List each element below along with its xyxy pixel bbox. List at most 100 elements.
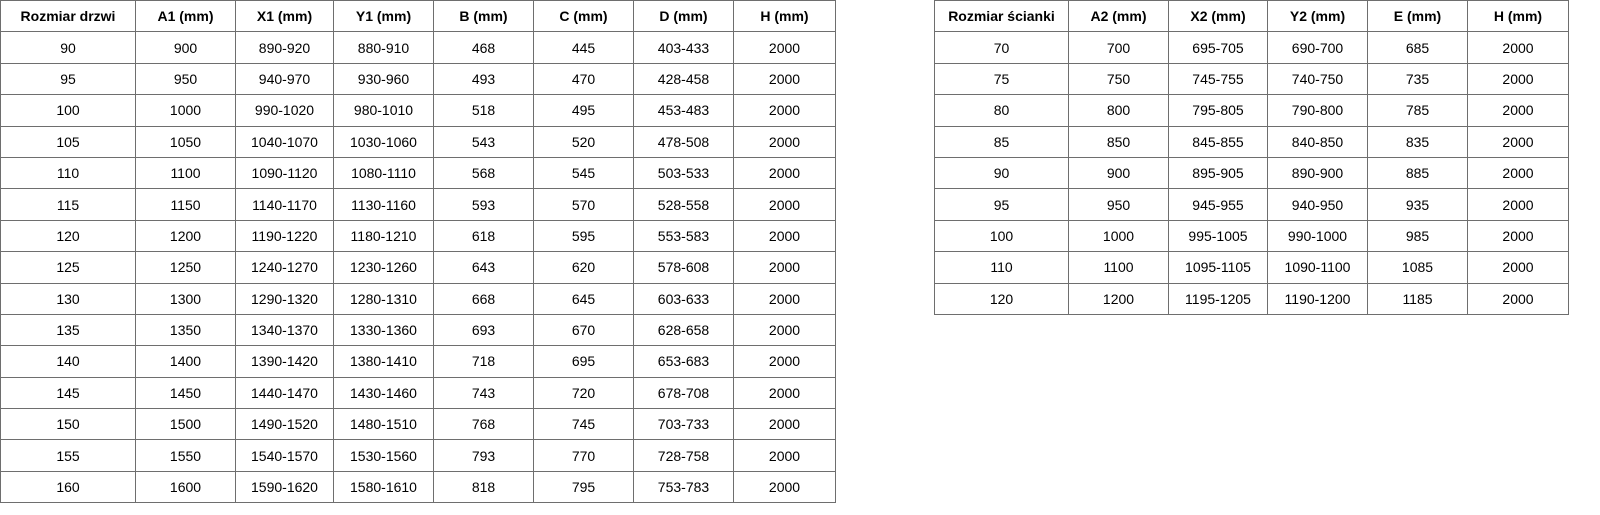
table-cell: 1130-1160 bbox=[333, 188, 434, 221]
table-row: 125 1250 1240-1270 1230-1260 643 620 578-608 20… bbox=[0, 251, 836, 284]
table-cell: 1100 bbox=[135, 156, 236, 190]
table-cell: 120 bbox=[0, 219, 136, 253]
table-cell: 503-533 bbox=[633, 156, 734, 190]
table-cell: 678-708 bbox=[633, 376, 734, 410]
table-cell: 2000 bbox=[733, 282, 836, 315]
table-cell: 90 bbox=[0, 31, 136, 64]
table-cell: 985 bbox=[1367, 219, 1468, 253]
column-header: Rozmiar drzwi bbox=[0, 0, 136, 33]
table-cell: 940-950 bbox=[1267, 188, 1368, 221]
table-cell: 528-558 bbox=[633, 188, 734, 221]
table-row: 95 950 940-970 930-960 493 470 428-458 2000 bbox=[0, 62, 836, 96]
table-cell: 1580-1610 bbox=[333, 470, 434, 504]
table-cell: 880-910 bbox=[333, 31, 434, 64]
table-cell: 845-855 bbox=[1168, 125, 1268, 158]
table-cell: 2000 bbox=[733, 219, 836, 253]
table-cell: 428-458 bbox=[633, 62, 734, 96]
table-cell: 95 bbox=[0, 62, 136, 96]
table-cell: 768 bbox=[433, 408, 534, 441]
table-row: 115 1150 1140-1170 1130-1160 593 570 528-558 20… bbox=[0, 188, 836, 221]
table-cell: 900 bbox=[1068, 156, 1169, 190]
table-cell: 835 bbox=[1367, 125, 1468, 158]
table-cell: 1350 bbox=[135, 313, 236, 347]
table-cell: 2000 bbox=[733, 313, 836, 347]
table-cell: 990-1020 bbox=[235, 94, 334, 127]
table-cell: 695-705 bbox=[1168, 31, 1268, 64]
table-cell: 1280-1310 bbox=[333, 282, 434, 315]
table-cell: 110 bbox=[0, 156, 136, 190]
table-cell: 670 bbox=[533, 313, 634, 347]
table-cell: 1590-1620 bbox=[235, 470, 334, 504]
table-row: 105 1050 1040-1070 1030-1060 543 520 478-508 20… bbox=[0, 125, 836, 158]
wall-size-table: Rozmiar ścianki A2 (mm) X2 (mm) Y2 (mm) E (m… bbox=[934, 0, 1569, 315]
column-header: D (mm) bbox=[633, 0, 734, 33]
table-cell: 785 bbox=[1367, 94, 1468, 127]
table-cell: 700 bbox=[1068, 31, 1169, 64]
table-cell: 900 bbox=[135, 31, 236, 64]
table-cell: 2000 bbox=[1467, 188, 1569, 221]
table-row: 70 700 695-705 690-700 685 2000 bbox=[934, 31, 1569, 64]
table-cell: 885 bbox=[1367, 156, 1468, 190]
column-header: Y1 (mm) bbox=[333, 0, 434, 33]
table-cell: 568 bbox=[433, 156, 534, 190]
table-cell: 518 bbox=[433, 94, 534, 127]
table-header-row: Rozmiar drzwi A1 (mm) X1 (mm) Y1 (mm) B (mm)… bbox=[0, 0, 836, 33]
table-cell: 1185 bbox=[1367, 282, 1468, 315]
table-row: 150 1500 1490-1520 1480-1510 768 745 703-733 20… bbox=[0, 408, 836, 441]
table-cell: 793 bbox=[433, 439, 534, 472]
table-cell: 115 bbox=[0, 188, 136, 221]
table-cell: 1090-1100 bbox=[1267, 251, 1368, 284]
table-cell: 2000 bbox=[733, 408, 836, 441]
column-header: X2 (mm) bbox=[1168, 0, 1268, 33]
table-cell: 1430-1460 bbox=[333, 376, 434, 410]
table-cell: 618 bbox=[433, 219, 534, 253]
table-cell: 85 bbox=[934, 125, 1069, 158]
table-row: 75 750 745-755 740-750 735 2000 bbox=[934, 62, 1569, 96]
table-row: 85 850 845-855 840-850 835 2000 bbox=[934, 125, 1569, 158]
column-header: C (mm) bbox=[533, 0, 634, 33]
table-cell: 1440-1470 bbox=[235, 376, 334, 410]
table-cell: 1050 bbox=[135, 125, 236, 158]
table-cell: 495 bbox=[533, 94, 634, 127]
table-row: 90 900 895-905 890-900 885 2000 bbox=[934, 156, 1569, 190]
table-cell: 1240-1270 bbox=[235, 251, 334, 284]
table-cell: 818 bbox=[433, 470, 534, 504]
table-cell: 2000 bbox=[1467, 94, 1569, 127]
table-cell: 470 bbox=[533, 62, 634, 96]
table-cell: 593 bbox=[433, 188, 534, 221]
table-cell: 1490-1520 bbox=[235, 408, 334, 441]
table-cell: 995-1005 bbox=[1168, 219, 1268, 253]
table-cell: 950 bbox=[135, 62, 236, 96]
column-header: B (mm) bbox=[433, 0, 534, 33]
table-cell: 1390-1420 bbox=[235, 345, 334, 378]
table-cell: 1330-1360 bbox=[333, 313, 434, 347]
table-row: 130 1300 1290-1320 1280-1310 668 645 603-633 20… bbox=[0, 282, 836, 315]
table-cell: 2000 bbox=[733, 156, 836, 190]
table-cell: 110 bbox=[934, 251, 1069, 284]
table-cell: 130 bbox=[0, 282, 136, 315]
table-cell: 1030-1060 bbox=[333, 125, 434, 158]
table-cell: 2000 bbox=[1467, 219, 1569, 253]
table-cell: 980-1010 bbox=[333, 94, 434, 127]
table-cell: 155 bbox=[0, 439, 136, 472]
column-header: Rozmiar ścianki bbox=[934, 0, 1069, 33]
table-cell: 1250 bbox=[135, 251, 236, 284]
table-cell: 795-805 bbox=[1168, 94, 1268, 127]
table-cell: 1230-1260 bbox=[333, 251, 434, 284]
table-cell: 890-920 bbox=[235, 31, 334, 64]
table-cell: 125 bbox=[0, 251, 136, 284]
table-cell: 453-483 bbox=[633, 94, 734, 127]
table-cell: 800 bbox=[1068, 94, 1169, 127]
table-cell: 890-900 bbox=[1267, 156, 1368, 190]
table-cell: 570 bbox=[533, 188, 634, 221]
table-cell: 2000 bbox=[733, 31, 836, 64]
table-cell: 543 bbox=[433, 125, 534, 158]
table-row: 110 1100 1090-1120 1080-1110 568 545 503-533 20… bbox=[0, 156, 836, 190]
table-row: 95 950 945-955 940-950 935 2000 bbox=[934, 188, 1569, 221]
table-cell: 1085 bbox=[1367, 251, 1468, 284]
table-cell: 693 bbox=[433, 313, 534, 347]
table-cell: 653-683 bbox=[633, 345, 734, 378]
table-cell: 145 bbox=[0, 376, 136, 410]
table-cell: 1540-1570 bbox=[235, 439, 334, 472]
table-cell: 135 bbox=[0, 313, 136, 347]
